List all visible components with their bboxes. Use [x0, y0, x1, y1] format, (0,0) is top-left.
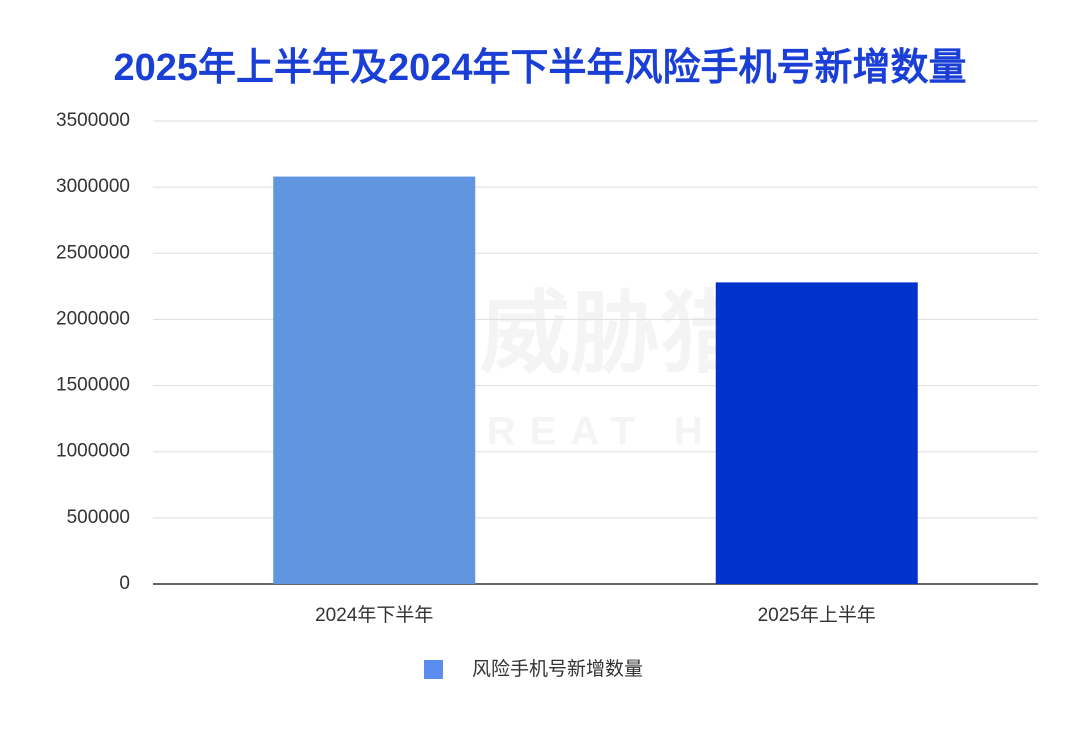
y-tick-label: 500000 — [67, 507, 130, 528]
bar — [715, 282, 918, 584]
x-tick-label: 2025年上半年 — [758, 604, 876, 626]
y-tick-label: 3500000 — [56, 110, 130, 131]
legend-label: 风险手机号新增数量 — [472, 658, 643, 680]
y-tick-label: 0 — [119, 573, 130, 594]
chart-title: 2025年上半年及2024年下半年风险手机号新增数量 — [113, 46, 966, 89]
y-tick-label: 3000000 — [56, 176, 130, 197]
bar — [273, 176, 476, 584]
y-tick-label: 1000000 — [56, 441, 130, 462]
x-tick-label: 2024年下半年 — [315, 604, 433, 626]
y-tick-label: 2500000 — [56, 242, 130, 263]
y-tick-label: 1500000 — [56, 375, 130, 396]
y-tick-label: 2000000 — [56, 308, 130, 329]
legend-swatch — [424, 660, 443, 679]
